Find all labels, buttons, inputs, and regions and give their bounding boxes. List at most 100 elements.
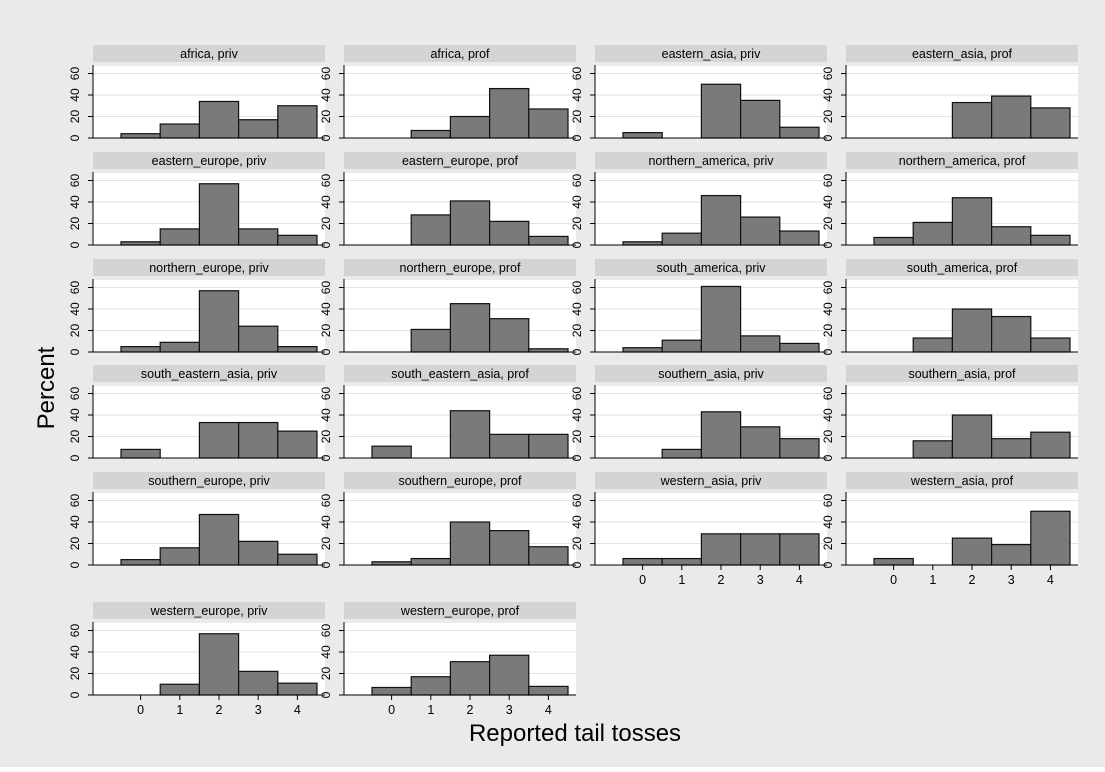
y-tick-label: 60 xyxy=(319,67,333,81)
bar xyxy=(528,685,569,696)
x-tick-label: 1 xyxy=(929,573,936,587)
y-tick-label: 40 xyxy=(319,645,333,659)
panel-title: northern_america, priv xyxy=(648,154,774,168)
bar xyxy=(528,433,569,459)
bar xyxy=(159,228,200,246)
panel-title-strip xyxy=(93,365,325,382)
bar xyxy=(779,342,820,353)
panel-title: africa, prof xyxy=(430,47,490,61)
panel-title-strip xyxy=(595,45,827,62)
x-tick-label: 0 xyxy=(388,703,395,717)
x-tick-label: 3 xyxy=(757,573,764,587)
bar xyxy=(661,232,703,246)
panel-title: eastern_europe, prof xyxy=(402,154,519,168)
bar xyxy=(238,670,279,696)
bar xyxy=(410,129,452,139)
panel-title-strip xyxy=(344,602,576,619)
bar xyxy=(990,543,1032,566)
y-tick-label: 0 xyxy=(319,348,333,355)
x-tick-label: 4 xyxy=(1047,573,1054,587)
panel-title: western_europe, priv xyxy=(150,604,268,618)
y-tick-label: 40 xyxy=(319,408,333,422)
y-tick-label: 20 xyxy=(570,430,584,444)
x-tick-label: 3 xyxy=(255,703,262,717)
bar xyxy=(198,183,240,246)
bar xyxy=(700,533,742,566)
y-tick-label: 20 xyxy=(319,430,333,444)
bar xyxy=(990,226,1032,246)
x-tick-label: 4 xyxy=(545,703,552,717)
x-tick-label: 1 xyxy=(176,703,183,717)
y-tick-label: 20 xyxy=(821,430,835,444)
y-tick-label: 60 xyxy=(570,494,584,508)
y-tick-label: 0 xyxy=(68,454,82,461)
bar xyxy=(120,559,161,566)
bar xyxy=(622,557,663,566)
y-tick-label: 60 xyxy=(821,387,835,401)
y-tick-label: 60 xyxy=(570,174,584,188)
y-tick-label: 0 xyxy=(570,134,584,141)
x-tick-label: 1 xyxy=(427,703,434,717)
bar xyxy=(489,433,530,459)
panel-title: western_asia, prof xyxy=(910,474,1014,488)
x-tick-label: 3 xyxy=(506,703,513,717)
panel-title: eastern_asia, priv xyxy=(662,47,761,61)
bar xyxy=(700,411,742,459)
y-tick-label: 20 xyxy=(319,537,333,551)
panel-title: southern_asia, priv xyxy=(658,367,764,381)
bar xyxy=(912,440,954,459)
bar xyxy=(700,83,742,139)
bar xyxy=(238,540,279,566)
bar xyxy=(449,410,491,459)
y-tick-label: 20 xyxy=(570,110,584,124)
bar xyxy=(1030,431,1071,459)
y-tick-label: 40 xyxy=(821,88,835,102)
y-axis-title: Percent xyxy=(33,346,60,429)
y-tick-label: 60 xyxy=(821,281,835,295)
x-tick-label: 3 xyxy=(1008,573,1015,587)
x-tick-label: 2 xyxy=(969,573,976,587)
y-tick-label: 40 xyxy=(570,408,584,422)
y-tick-label: 60 xyxy=(319,624,333,638)
y-tick-label: 20 xyxy=(821,217,835,231)
panel: eastern_europe, priv 0 20 40 60 xyxy=(68,152,325,248)
y-tick-label: 0 xyxy=(570,241,584,248)
panel-title-strip xyxy=(846,365,1078,382)
bar xyxy=(449,303,491,353)
bar xyxy=(779,533,820,566)
bar xyxy=(912,221,954,246)
panel-title: eastern_europe, priv xyxy=(152,154,267,168)
bar xyxy=(661,339,703,353)
bar xyxy=(528,108,569,139)
x-tick-label: 1 xyxy=(678,573,685,587)
y-tick-label: 0 xyxy=(319,561,333,568)
panel-title-strip xyxy=(93,259,325,276)
y-tick-label: 40 xyxy=(68,645,82,659)
bar xyxy=(277,234,318,246)
y-tick-label: 0 xyxy=(68,691,82,698)
panel: southern_asia, prof 0 20 40 60 xyxy=(821,365,1078,461)
panel: western_europe, priv 0 20 40 60 0 1 2 3 4 xyxy=(68,602,325,717)
bar xyxy=(371,686,412,696)
bar xyxy=(990,95,1032,139)
panel-title-strip xyxy=(595,152,827,169)
panel: eastern_asia, prof 0 20 40 60 xyxy=(821,45,1078,141)
y-tick-label: 20 xyxy=(68,324,82,338)
panel: south_eastern_asia, priv 0 20 40 60 xyxy=(68,365,325,461)
panel: western_asia, prof 0 20 40 60 0 1 2 3 4 xyxy=(821,472,1078,587)
y-tick-label: 20 xyxy=(68,110,82,124)
y-tick-label: 40 xyxy=(570,515,584,529)
panel: africa, priv 0 20 40 60 xyxy=(68,45,325,141)
y-tick-label: 0 xyxy=(821,561,835,568)
bar xyxy=(1030,234,1071,246)
y-tick-label: 40 xyxy=(319,88,333,102)
bar xyxy=(622,347,663,353)
y-tick-label: 60 xyxy=(68,67,82,81)
y-tick-label: 60 xyxy=(821,174,835,188)
bar xyxy=(873,557,914,566)
bar xyxy=(622,132,663,139)
bar xyxy=(371,445,412,459)
y-tick-label: 40 xyxy=(68,195,82,209)
